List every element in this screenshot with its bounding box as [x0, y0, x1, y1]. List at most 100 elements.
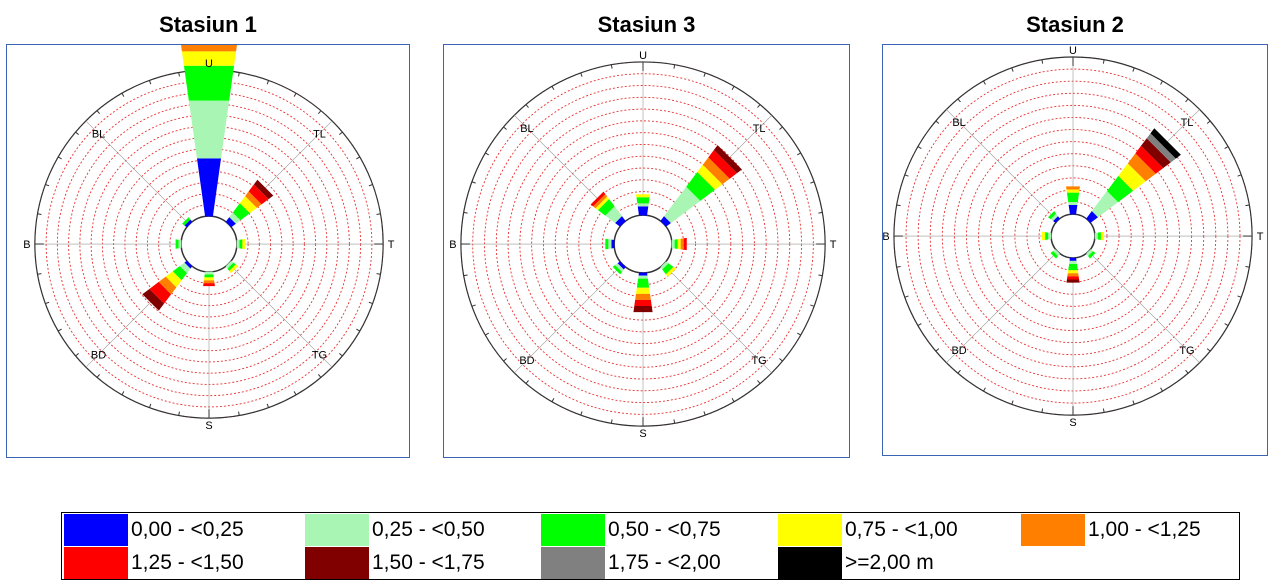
legend-label: 0,25 - <0,50: [372, 518, 485, 541]
petal-segment: [608, 239, 612, 249]
direction-label-tl: TL: [1181, 117, 1194, 129]
petal-segment: [665, 266, 676, 277]
petal-segment: [1150, 128, 1181, 159]
petal-segment: [638, 275, 648, 279]
outer-tick: [797, 332, 801, 336]
outer-tick: [797, 152, 801, 156]
outer-tick: [317, 374, 322, 378]
petal-segment: [149, 281, 172, 304]
petal-segment: [677, 238, 681, 250]
direction-label-t: T: [830, 239, 837, 251]
petal-segment: [638, 272, 648, 276]
petal-segment: [158, 276, 177, 295]
petal-segment: [1068, 263, 1078, 271]
petal-segment: [182, 217, 191, 226]
outer-tick: [779, 358, 783, 362]
direction-label-tl: TL: [313, 129, 326, 141]
petal-segment: [605, 206, 622, 223]
petal-tl: [225, 179, 274, 228]
outer-tick: [471, 181, 476, 184]
petal-u: [181, 45, 237, 217]
petal-segment: [674, 239, 678, 249]
outer-tick: [1132, 67, 1135, 72]
direction-label-t: T: [1257, 231, 1264, 243]
legend-swatch: [541, 547, 605, 579]
legend-swatch: [64, 514, 128, 546]
outer-tick: [1185, 98, 1189, 103]
direction-label-s: S: [205, 420, 212, 432]
direction-label-u: U: [205, 58, 213, 70]
petal-t: [671, 237, 687, 251]
petal-segment: [697, 164, 723, 190]
legend-swatch: [778, 514, 842, 546]
direction-label-tg: TG: [752, 355, 767, 367]
petal-segment: [1068, 205, 1078, 215]
petal-segment: [1053, 249, 1060, 257]
petal-segment: [595, 196, 610, 211]
petal-segment: [617, 261, 626, 270]
legend-item: 0,25 - <0,50: [305, 514, 485, 546]
petal-segment: [660, 261, 669, 270]
direction-label-bl: BL: [520, 123, 533, 135]
wind-rose-chart-stasiun-3: U TL T TG S BD B BL: [449, 50, 837, 440]
wind-rose-chart-stasiun-1: U TL T TG S BD B BL: [23, 45, 395, 432]
outer-tick: [376, 273, 381, 275]
outer-tick: [580, 72, 583, 77]
outer-tick: [485, 152, 490, 156]
wind-rose-panel-stasiun-3: U TL T TG S BD B BL: [443, 44, 850, 458]
direction-label-bl: BL: [952, 117, 965, 129]
outer-tick: [703, 411, 706, 416]
direction-label-tg: TG: [1179, 345, 1194, 357]
legend-item: 0,75 - <1,00: [778, 514, 958, 546]
petal-segment: [1118, 163, 1146, 191]
petal-segment: [1086, 249, 1093, 257]
petal-segment: [1050, 251, 1058, 259]
outer-tick: [904, 174, 909, 177]
direction-label-bd: BD: [91, 349, 106, 361]
petal-segment: [1045, 232, 1049, 240]
petal-segment: [662, 263, 674, 275]
petal-segment: [615, 216, 626, 227]
spoke-line: [228, 263, 333, 368]
outer-tick: [178, 411, 180, 416]
outer-tick: [731, 86, 735, 91]
outer-tick: [757, 380, 761, 384]
outer-tick: [356, 156, 361, 160]
petal-segment: [184, 219, 193, 228]
wind-rose-chart-stasiun-2: U TL T TG S BD B BL: [883, 45, 1264, 429]
petal-segment: [1069, 257, 1077, 261]
petal-segment: [1067, 270, 1079, 274]
petal-segment: [1066, 192, 1080, 202]
outer-tick: [121, 391, 125, 396]
outer-tick: [37, 213, 42, 215]
outer-tick: [983, 80, 986, 85]
outer-tick: [96, 110, 101, 115]
spoke-line: [514, 264, 623, 374]
outer-tick: [580, 411, 583, 416]
legend-item: 1,00 - <1,25: [1021, 514, 1201, 546]
legend-label: 0,50 - <0,75: [608, 518, 721, 541]
petal-segment: [593, 194, 608, 209]
direction-label-s: S: [639, 428, 646, 440]
legend-swatch: [305, 514, 369, 546]
outer-tick: [178, 72, 180, 77]
petal-segment: [184, 260, 193, 269]
outer-tick: [503, 126, 507, 130]
petal-b: [175, 239, 182, 249]
petal-segment: [680, 238, 684, 250]
outer-tick: [917, 323, 922, 327]
petal-segment: [203, 283, 215, 287]
petal-segment: [183, 65, 235, 101]
petal-segment: [615, 263, 624, 272]
petal-segment: [181, 45, 237, 52]
outer-tick: [610, 64, 613, 69]
outer-tick: [810, 304, 815, 307]
outer-tick: [703, 72, 706, 77]
petal-segment: [590, 191, 606, 207]
outer-tick: [485, 332, 490, 336]
outer-tick: [896, 265, 901, 268]
outer-tick: [1206, 120, 1211, 124]
petal-t: [1094, 231, 1105, 241]
petal-bl: [590, 191, 626, 227]
petal-segment: [225, 260, 234, 269]
